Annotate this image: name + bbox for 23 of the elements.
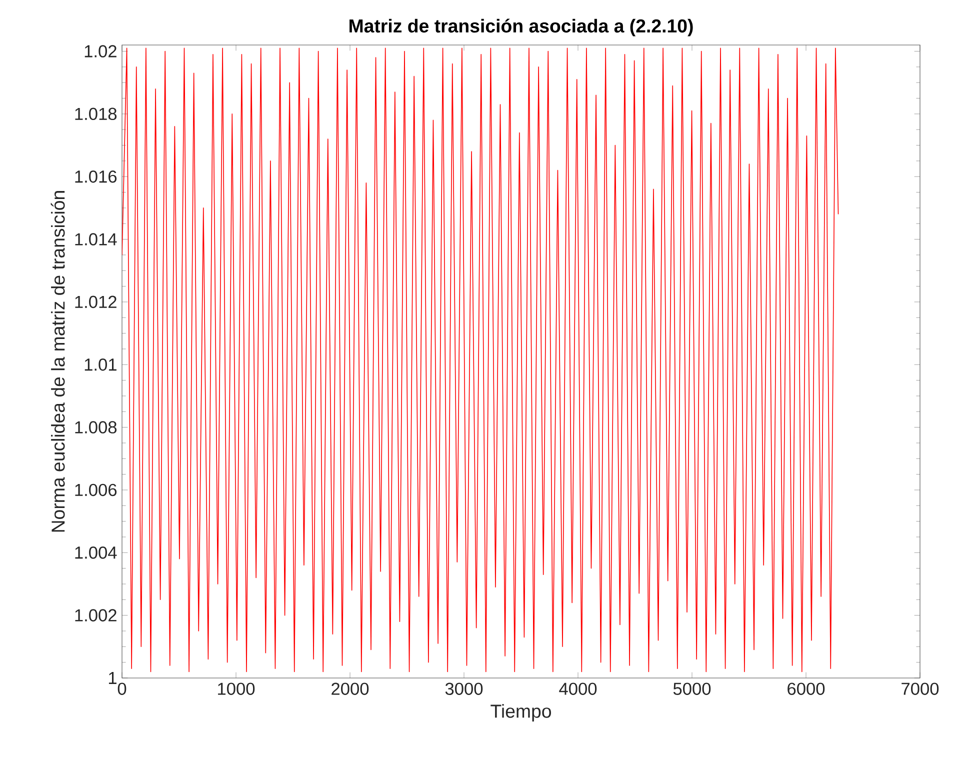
y-tick-label: 1.01 <box>84 358 116 371</box>
y-tick-label: 1.002 <box>75 609 116 622</box>
x-tick-label: 3000 <box>445 682 483 695</box>
y-tick-label: 1.006 <box>75 484 117 496</box>
y-tick-label: 1.02 <box>84 45 116 58</box>
x-axis-title: Tiempo <box>490 704 551 722</box>
x-tick-label: 1000 <box>218 682 255 695</box>
y-tick-label: 1.004 <box>75 546 117 559</box>
x-tick-label: 0 <box>118 682 126 695</box>
chart-title: Matriz de transición asociada a (2.2.10) <box>350 18 693 36</box>
y-tick-label: 1 <box>108 672 116 684</box>
x-tick-label: 2000 <box>332 682 369 695</box>
x-tick-label: 7000 <box>902 682 939 695</box>
y-tick-label: 1.008 <box>75 421 117 434</box>
y-tick-label: 1.014 <box>75 233 117 246</box>
line-series <box>122 48 839 672</box>
y-tick-label: 1.016 <box>75 170 117 183</box>
y-tick-label: 1.012 <box>75 296 116 308</box>
x-tick-label: 5000 <box>673 682 711 695</box>
y-axis-title: Norma euclidea de la matriz de transición <box>50 191 65 532</box>
y-tick-label: 1.018 <box>75 108 117 120</box>
x-tick-label: 6000 <box>788 682 825 695</box>
x-tick-label: 4000 <box>559 682 597 695</box>
